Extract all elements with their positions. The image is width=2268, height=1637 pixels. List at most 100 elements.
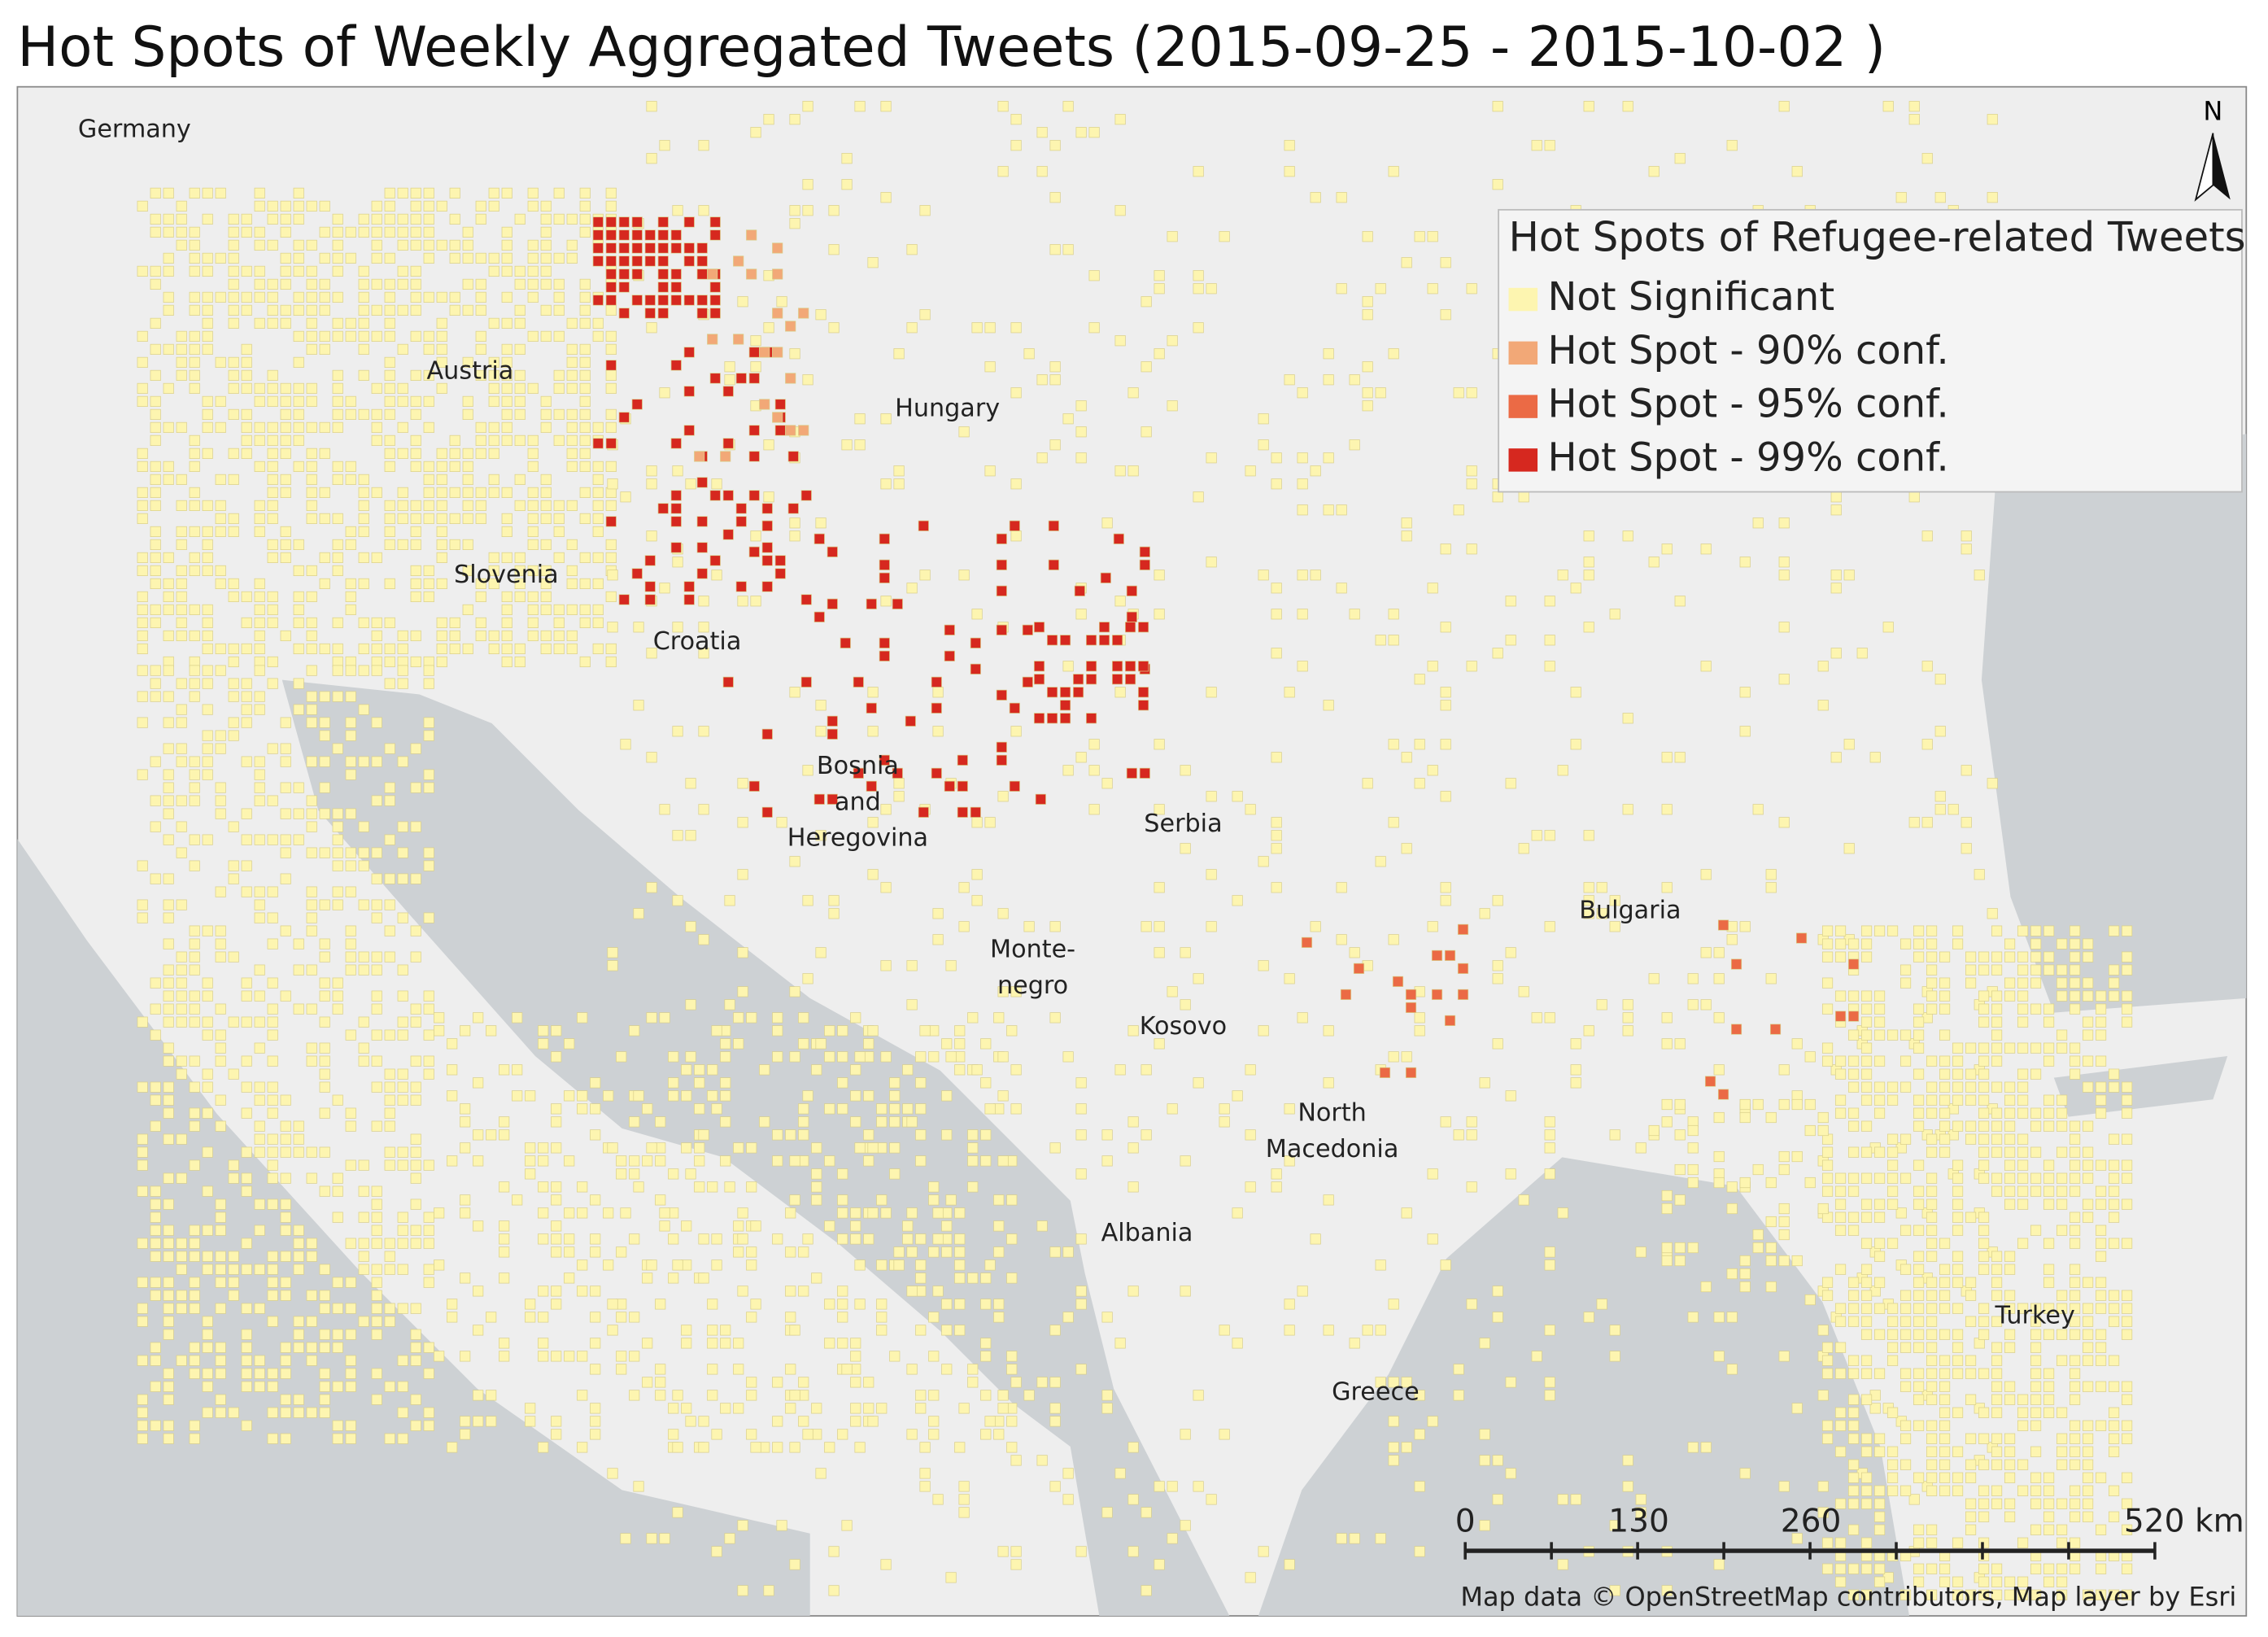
- cell: [2004, 1511, 2016, 1522]
- cell: [672, 726, 683, 737]
- cell: [410, 369, 421, 381]
- cell: [2070, 1211, 2081, 1223]
- cell: [2043, 1576, 2055, 1587]
- cell: [603, 1090, 614, 1102]
- cell: [423, 591, 434, 603]
- cell: [527, 513, 539, 524]
- cell: [280, 539, 291, 551]
- cell: [579, 395, 591, 407]
- cell: [1847, 1055, 1860, 1067]
- cell: [306, 808, 317, 819]
- cell: [1987, 114, 1998, 125]
- cell: [837, 1051, 848, 1063]
- cell: [2122, 1472, 2133, 1483]
- cell: [711, 1025, 722, 1037]
- cell: [2043, 1303, 2055, 1314]
- cell: [267, 1277, 278, 1288]
- cell: [371, 717, 382, 728]
- cell: [423, 578, 434, 590]
- cell: [384, 1081, 395, 1093]
- cell: [733, 1403, 744, 1414]
- cell: [475, 369, 486, 381]
- cell: [2017, 1303, 2029, 1314]
- cell: [384, 278, 395, 290]
- cell: [1965, 1524, 1977, 1535]
- cell: [176, 704, 187, 715]
- cell: [2017, 1159, 2029, 1171]
- cell: [2043, 1172, 2055, 1184]
- cell: [189, 239, 200, 251]
- cell: [319, 421, 330, 433]
- cell: [384, 187, 395, 199]
- cell: [241, 408, 252, 420]
- cell: [371, 951, 382, 963]
- cell: [1323, 1077, 1334, 1089]
- cell: [1062, 1051, 1074, 1063]
- cell: [319, 756, 330, 767]
- cell: [267, 1029, 278, 1041]
- cell: [696, 516, 708, 527]
- cell: [434, 1012, 445, 1024]
- cell: [176, 743, 187, 754]
- cell: [1245, 465, 1256, 477]
- cell: [176, 1016, 187, 1028]
- cell: [2070, 1172, 2081, 1184]
- cell: [1843, 739, 1855, 750]
- cell: [332, 226, 343, 238]
- cell: [254, 1042, 265, 1054]
- cell: [837, 1077, 848, 1089]
- cell: [1978, 1576, 1990, 1587]
- cell: [319, 304, 330, 316]
- cell: [1847, 938, 1860, 949]
- cell: [1834, 1303, 1847, 1314]
- cell: [579, 513, 591, 524]
- cell: [2017, 1016, 2029, 1028]
- cell: [733, 1338, 744, 1349]
- cell: [798, 1416, 809, 1427]
- cell: [1739, 726, 1751, 737]
- cell: [410, 656, 421, 668]
- cell: [1036, 1220, 1048, 1232]
- cell: [514, 643, 526, 655]
- cell: [163, 990, 174, 1002]
- cell: [2030, 1172, 2042, 1184]
- cell: [709, 216, 721, 228]
- cell: [384, 1264, 395, 1275]
- cell: [293, 539, 304, 551]
- cell: [698, 1272, 709, 1284]
- cell: [410, 565, 421, 577]
- cell: [980, 1077, 992, 1089]
- cell: [280, 474, 291, 485]
- cell: [2083, 1303, 2094, 1314]
- cell: [958, 921, 970, 932]
- cell: [1492, 101, 1503, 112]
- cell: [1062, 1246, 1074, 1258]
- cell: [1557, 570, 1568, 581]
- cell: [698, 596, 709, 607]
- cell: [241, 1329, 252, 1340]
- cell: [397, 756, 408, 767]
- cell: [932, 1286, 944, 1297]
- cell: [1978, 964, 1990, 976]
- cell: [1926, 1342, 1938, 1353]
- cell: [137, 487, 148, 498]
- cell: [750, 530, 761, 542]
- cell: [371, 1290, 382, 1301]
- cell: [1821, 977, 1834, 989]
- cell: [1713, 1176, 1725, 1189]
- cell: [837, 1233, 848, 1245]
- cell: [345, 951, 356, 963]
- cell: [345, 474, 356, 485]
- cell: [2096, 1563, 2107, 1574]
- cell: [462, 500, 473, 511]
- cell: [293, 565, 304, 577]
- cell: [761, 581, 773, 592]
- cell: [1609, 609, 1620, 620]
- cell: [724, 895, 735, 906]
- cell: [1834, 1563, 1847, 1574]
- cell: [1860, 1016, 1873, 1028]
- cell: [410, 1094, 421, 1106]
- cell: [267, 912, 278, 923]
- cell: [1934, 674, 1946, 685]
- cell: [2004, 1159, 2016, 1171]
